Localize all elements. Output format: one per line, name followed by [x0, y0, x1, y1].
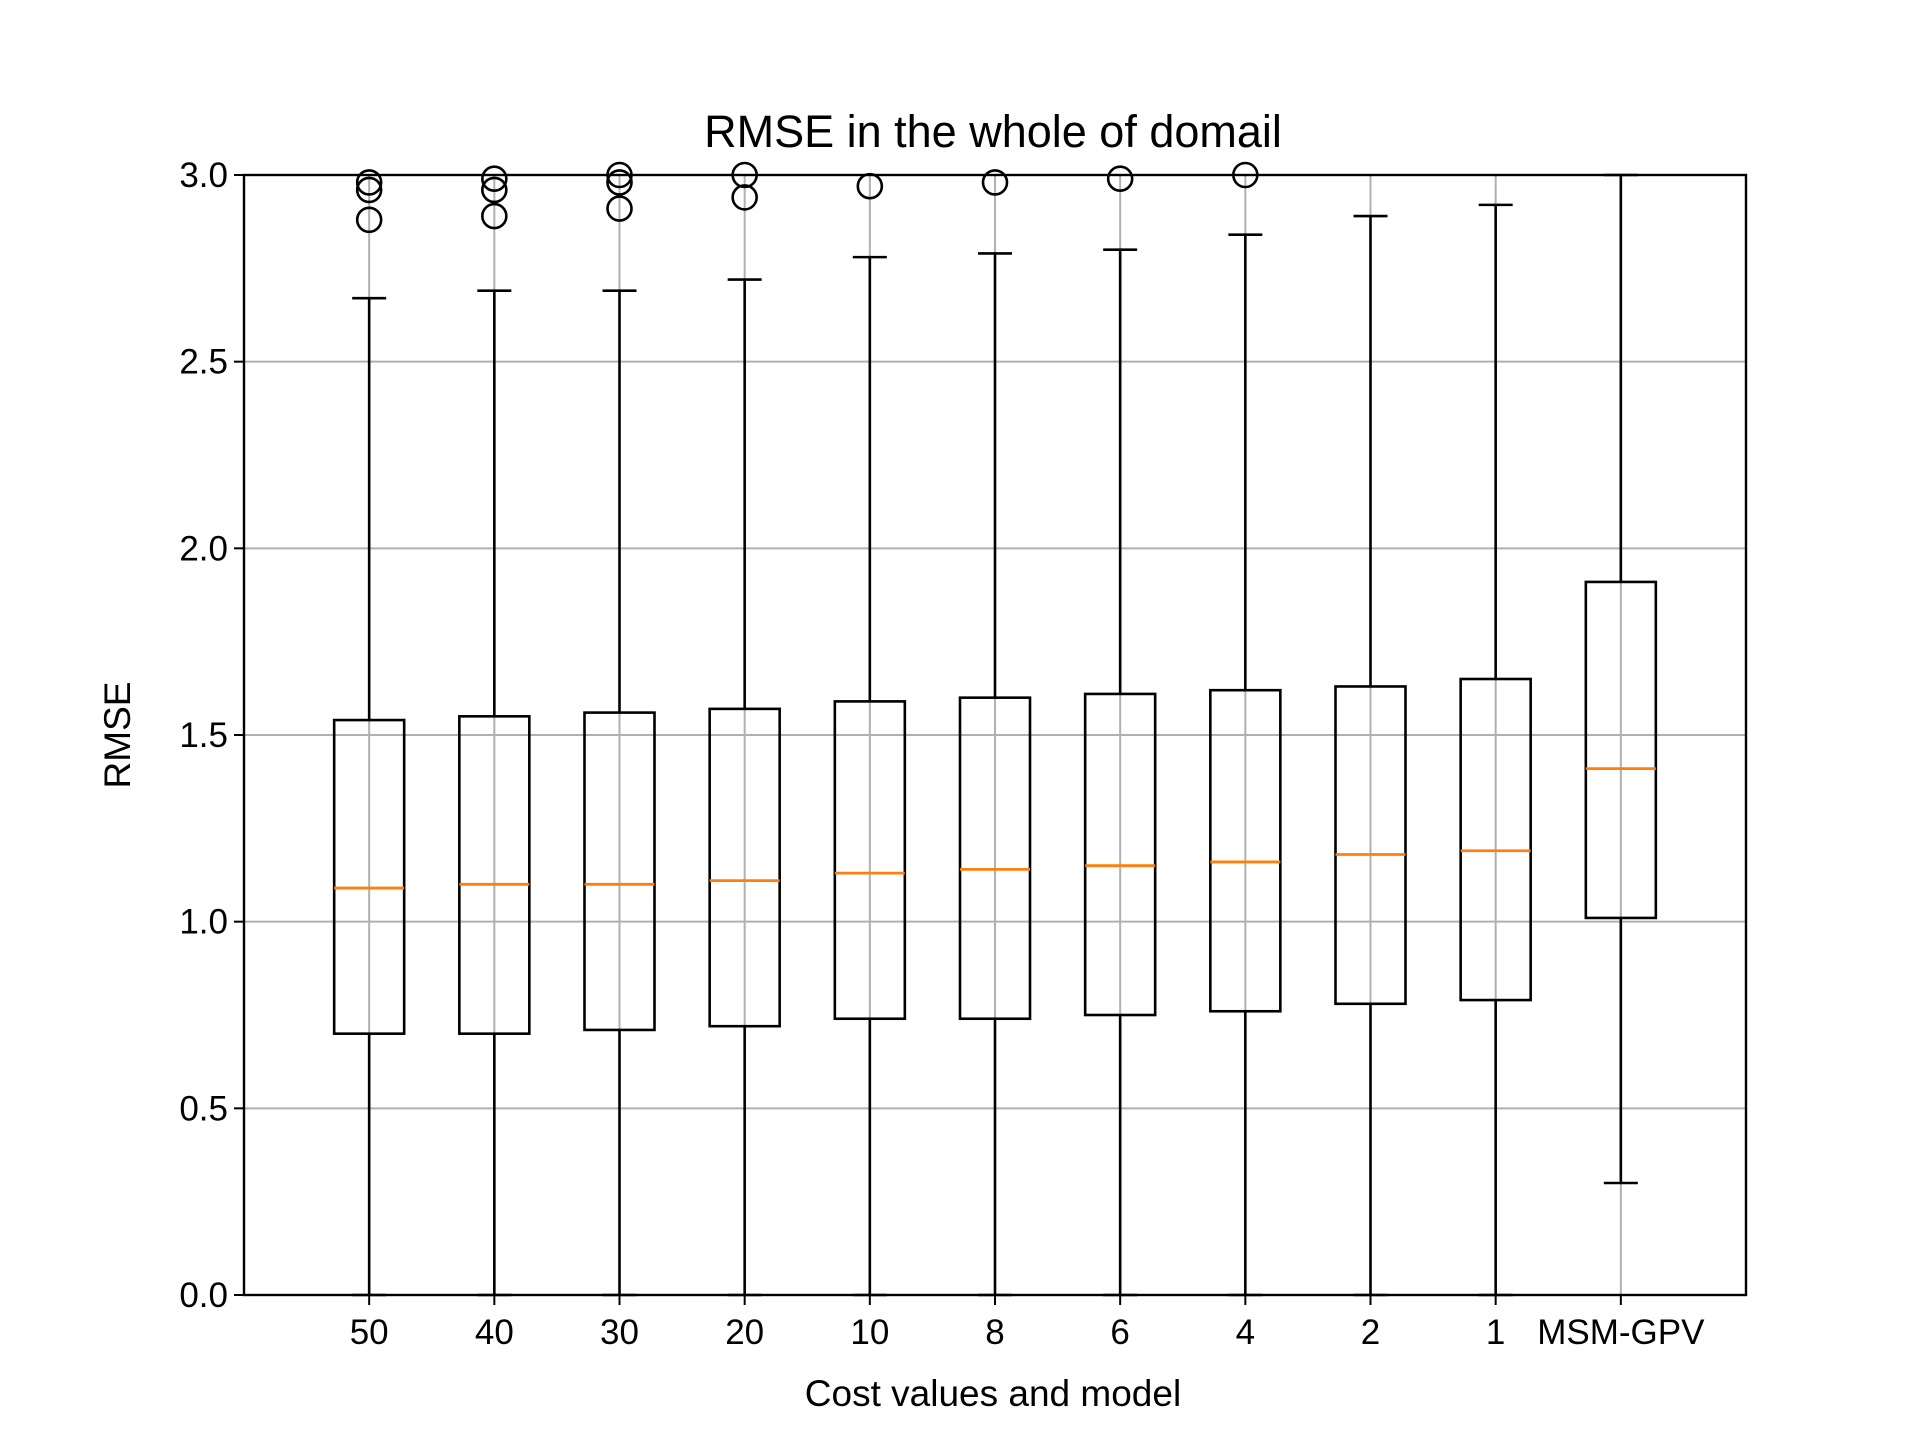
y-tick-label: 3.0 [179, 156, 228, 195]
outlier-point [481, 176, 508, 204]
iqr-box [1459, 677, 1532, 1002]
x-axis-title: Cost values and model [805, 1373, 1181, 1414]
iqr-box [583, 711, 656, 1032]
outlier-point [481, 202, 508, 230]
outlier-point [481, 165, 508, 193]
x-tick-label: 50 [350, 1313, 389, 1352]
outlier-point [606, 195, 633, 222]
y-axis-ticks: 0.0 0.5 1.0 1.5 2.0 2.5 3.0 [179, 156, 244, 1315]
y-tick-label: 0.5 [179, 1089, 228, 1128]
box-20 [708, 161, 781, 1297]
x-tick-label: 40 [475, 1313, 514, 1352]
y-tick-label: 2.0 [179, 529, 228, 568]
x-tick-label: MSM-GPV [1537, 1313, 1705, 1352]
x-tick-label: 30 [600, 1313, 639, 1352]
outlier-point [355, 169, 383, 196]
box-1 [1459, 203, 1532, 1297]
y-tick-label: 0.0 [179, 1276, 228, 1315]
iqr-box [332, 718, 406, 1035]
iqr-box [1334, 685, 1407, 1006]
iqr-box [708, 707, 781, 1028]
iqr-box [458, 715, 531, 1035]
iqr-box [1209, 688, 1282, 1013]
box-50 [332, 169, 406, 1297]
x-tick-label: 6 [1110, 1313, 1129, 1352]
iqr-box [958, 696, 1032, 1021]
outlier-point [355, 206, 383, 234]
chart-title: RMSE in the whole of domail [704, 106, 1282, 157]
outlier-point [981, 169, 1009, 196]
iqr-box [1584, 580, 1658, 920]
x-tick-label: 10 [850, 1313, 889, 1352]
y-tick-label: 2.5 [179, 343, 228, 382]
y-tick-label: 1.0 [179, 903, 228, 942]
outlier-point [355, 176, 383, 204]
x-tick-label: 20 [725, 1313, 764, 1352]
x-axis-ticks: 50 40 30 20 10 8 6 4 2 1 MSM-GPV [350, 1295, 1705, 1352]
y-axis-title: RMSE [97, 682, 138, 789]
iqr-box [1083, 692, 1157, 1017]
x-tick-label: 4 [1236, 1313, 1255, 1352]
outlier-point [1106, 165, 1134, 193]
box-series [332, 161, 1658, 1297]
x-tick-label: 1 [1486, 1313, 1505, 1352]
y-tick-label: 1.5 [179, 716, 228, 755]
outlier-point [606, 169, 633, 196]
x-tick-label: 8 [985, 1313, 1004, 1352]
outlier-point [731, 184, 758, 211]
box-6 [1083, 165, 1157, 1297]
x-tick-label: 2 [1361, 1313, 1380, 1352]
box-2 [1334, 214, 1407, 1297]
iqr-box [833, 700, 907, 1021]
